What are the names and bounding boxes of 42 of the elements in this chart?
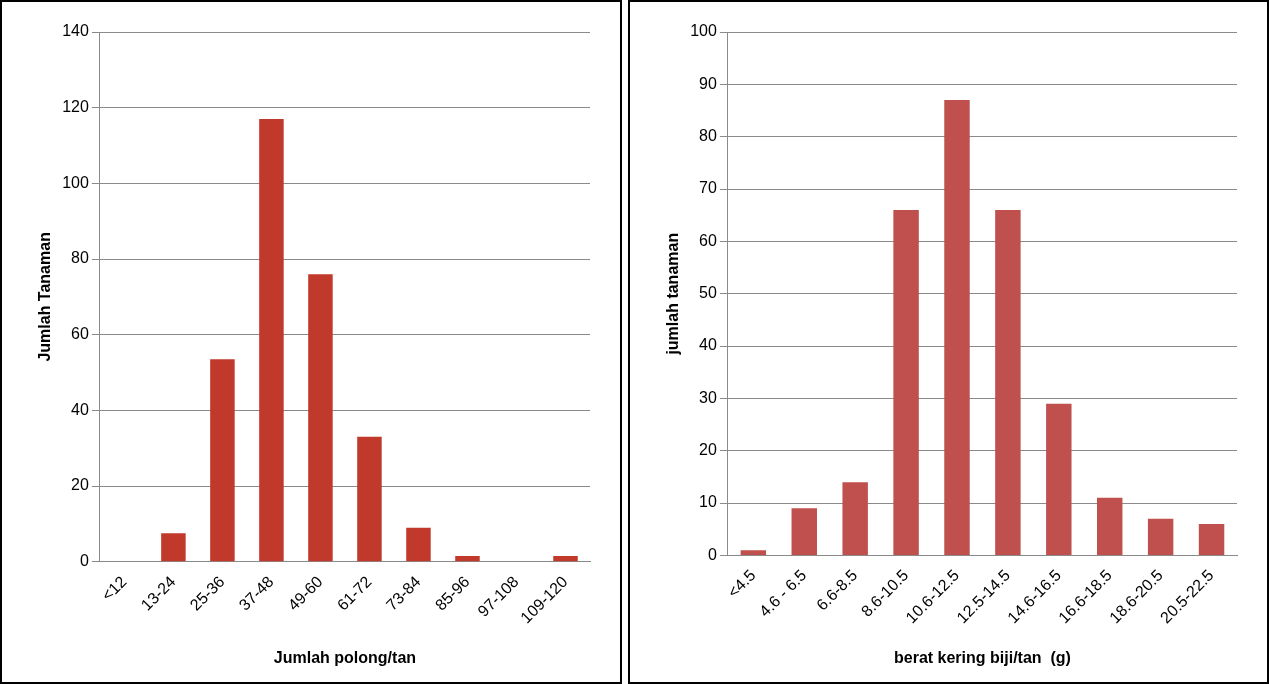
y-tick-label: 90 (699, 74, 717, 92)
y-tick-label: 80 (71, 249, 89, 267)
bar (259, 119, 284, 562)
y-tick-label: 30 (699, 388, 717, 406)
y-tick-label: 100 (62, 173, 89, 191)
bar (1046, 403, 1072, 555)
bar (308, 274, 333, 562)
y-tick-label: 20 (71, 476, 89, 494)
y-tick-label: 40 (71, 400, 89, 418)
bar (1198, 524, 1225, 555)
y-axis-title: jumlah tanaman (664, 232, 682, 356)
y-tick-label: 50 (699, 284, 717, 302)
bar (740, 550, 767, 555)
bar (842, 482, 868, 555)
bar (357, 436, 382, 562)
bar (455, 556, 480, 562)
y-tick-label: 20 (699, 441, 717, 459)
y-tick-label: 0 (707, 545, 717, 563)
y-tick-label: 60 (71, 325, 89, 343)
bar (995, 209, 1021, 555)
y-tick-label: 120 (62, 98, 89, 116)
y-tick-label: 80 (699, 127, 717, 145)
bar (553, 556, 578, 562)
y-axis-title: Jumlah Tanaman (36, 232, 54, 362)
bar (210, 359, 235, 562)
x-axis-title: berat kering biji/tan (g) (893, 648, 1071, 666)
bar (893, 209, 919, 555)
y-tick-label: 0 (79, 552, 89, 570)
x-axis-title: Jumlah polong/tan (273, 648, 417, 666)
bar (1147, 518, 1174, 555)
y-tick-label: 100 (690, 22, 717, 40)
y-tick-label: 10 (699, 493, 717, 511)
y-tick-label: 60 (699, 231, 717, 249)
y-tick-label: 40 (699, 336, 717, 354)
bar (791, 508, 817, 555)
bar (944, 100, 970, 555)
y-tick-label: 70 (699, 179, 717, 197)
bar (161, 533, 186, 562)
x-tick-label: <12 (98, 572, 130, 604)
y-tick-label: 140 (62, 22, 89, 40)
bar (406, 527, 431, 562)
bar (1097, 497, 1123, 555)
